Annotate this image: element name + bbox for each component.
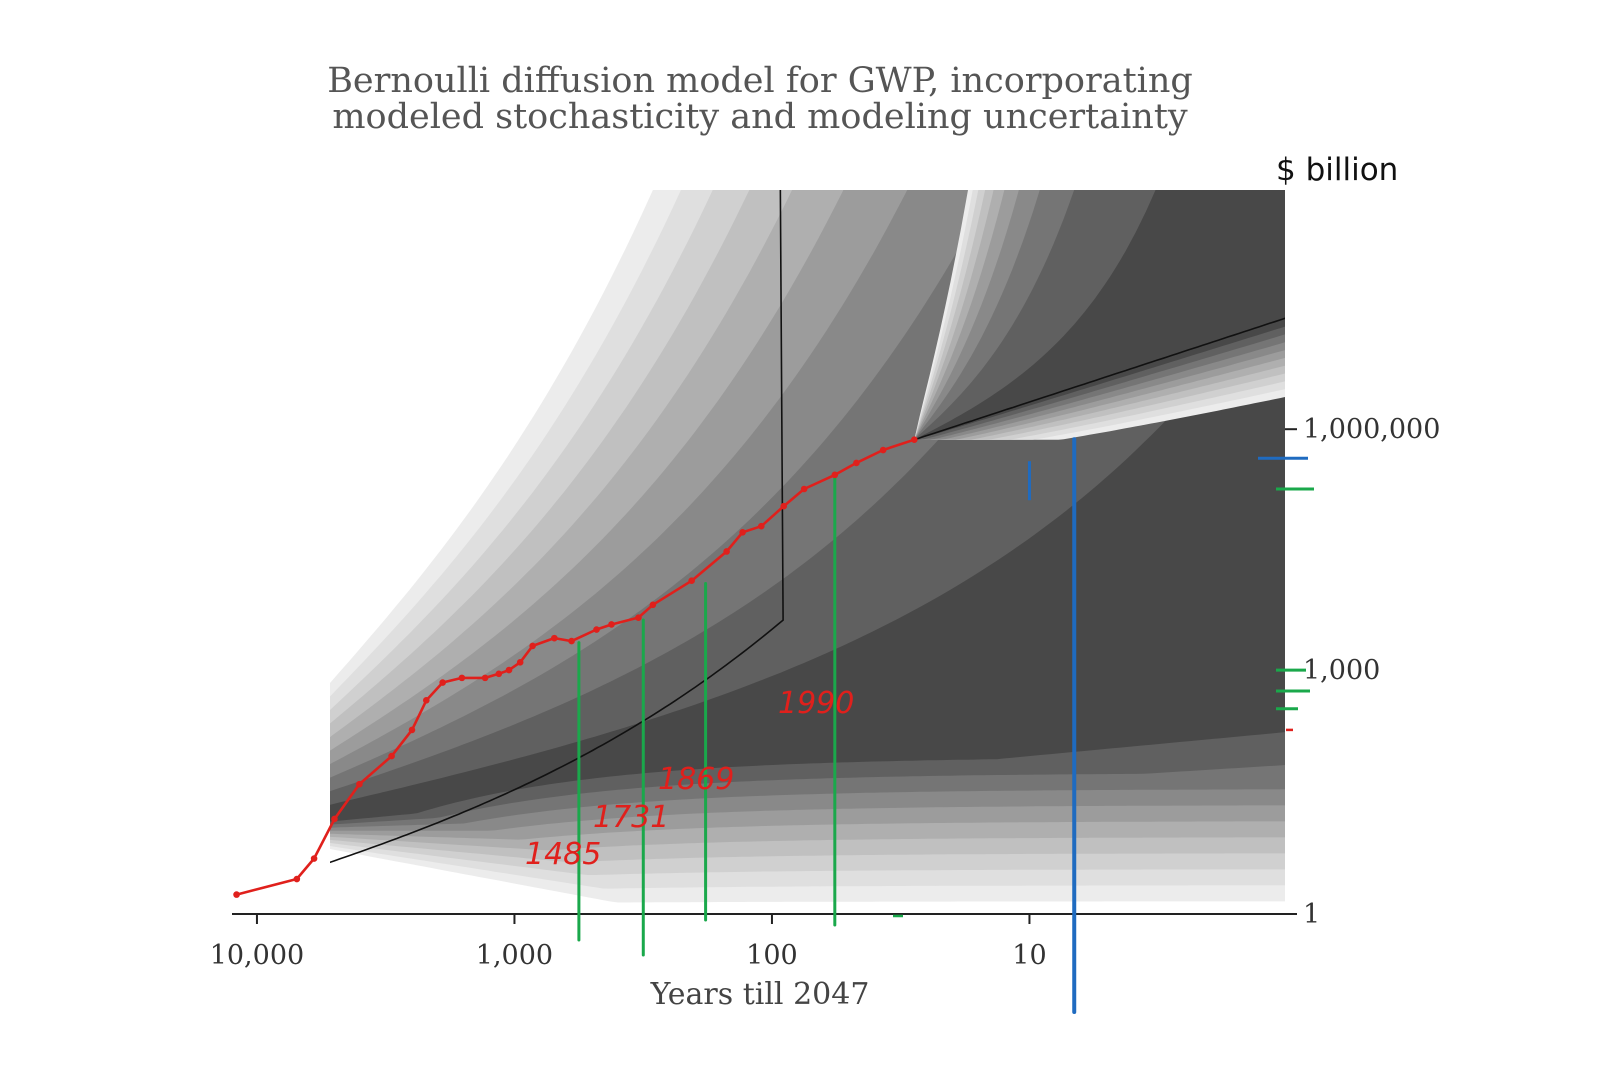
gwp-history-point-23 [723, 548, 730, 555]
gwp-history-point-22 [688, 577, 695, 584]
median-paths [330, 190, 1285, 864]
gwp-history-point-2 [293, 875, 301, 883]
annotation-1990: 1990 [778, 686, 854, 721]
uncertainty-bands-forecast [914, 190, 1285, 440]
x-axis-label: Years till 2047 [650, 977, 870, 1012]
gwp-history-point-15 [529, 642, 536, 650]
annotation-labels: 1485 1731 1869 1990 [525, 686, 854, 872]
hand-annotations [577, 437, 1314, 1014]
gwp-history-point-27 [800, 485, 808, 493]
gwp-history-point-29 [853, 459, 860, 467]
gwp-history-point-4 [331, 815, 338, 823]
x-axis-ticks: 10,000 1,000 100 10 [210, 914, 1047, 971]
gwp-history-point-25 [757, 522, 765, 530]
gwp-history-series [233, 436, 918, 898]
x-tick-label-4: 10 [1012, 940, 1046, 971]
gwp-history-point-11 [481, 674, 489, 682]
chart-title-line-1: Bernoulli diffusion model for GWP, incor… [327, 61, 1193, 101]
gwp-history-point-19 [608, 621, 615, 628]
gwp-history-point-16 [551, 634, 558, 642]
gwp-history-point-7 [408, 726, 416, 734]
gwp-history-point-6 [388, 752, 395, 760]
median-path-forecast [914, 317, 1285, 441]
gwp-history-point-1 [233, 891, 240, 898]
gwp-history-point-8 [422, 697, 430, 704]
gwp-history-point-20 [635, 614, 642, 621]
historical-band-10 [330, 273, 1285, 822]
annotation-1485: 1485 [525, 837, 601, 872]
y-tick-label-2: 1,000 [1303, 655, 1380, 686]
gwp-history-point-10 [458, 674, 466, 682]
gwp-history-point-13 [505, 666, 513, 674]
gwp-history-point-9 [439, 679, 446, 686]
gwp-history-point-14 [516, 659, 524, 666]
gwp-history-point-17 [568, 637, 575, 645]
median-path-historical [330, 190, 784, 864]
forecast-band-10 [914, 190, 1285, 440]
gwp-history-point-30 [879, 446, 887, 454]
y-axis-unit-label: $ billion [1276, 152, 1398, 188]
annotation-1869: 1869 [658, 762, 734, 797]
y-tick-label-3: 1,000,000 [1303, 414, 1440, 445]
gwp-history-point-18 [593, 626, 600, 633]
annotation-1731: 1731 [593, 800, 669, 835]
x-tick-label-2: 1,000 [476, 940, 553, 971]
y-tick-label-1: 1 [1303, 899, 1320, 930]
gwp-history-point-28 [831, 471, 839, 479]
gwp-history-point-3 [310, 855, 318, 862]
x-tick-label-3: 100 [746, 940, 798, 971]
y-axis-ticks: 1 1,000 1,000,000 [1285, 414, 1440, 930]
gwp-history-point-31 [911, 436, 918, 444]
gwp-history-point-21 [649, 601, 657, 609]
gwp-history-point-24 [739, 529, 746, 536]
gwp-history-point-12 [495, 670, 503, 678]
x-tick-label-1: 10,000 [210, 940, 304, 971]
gwp-history-point-26 [780, 502, 788, 510]
gwp-history-point-5 [356, 780, 363, 788]
chart-title-line-2: modeled stochasticity and modeling uncer… [332, 97, 1188, 137]
